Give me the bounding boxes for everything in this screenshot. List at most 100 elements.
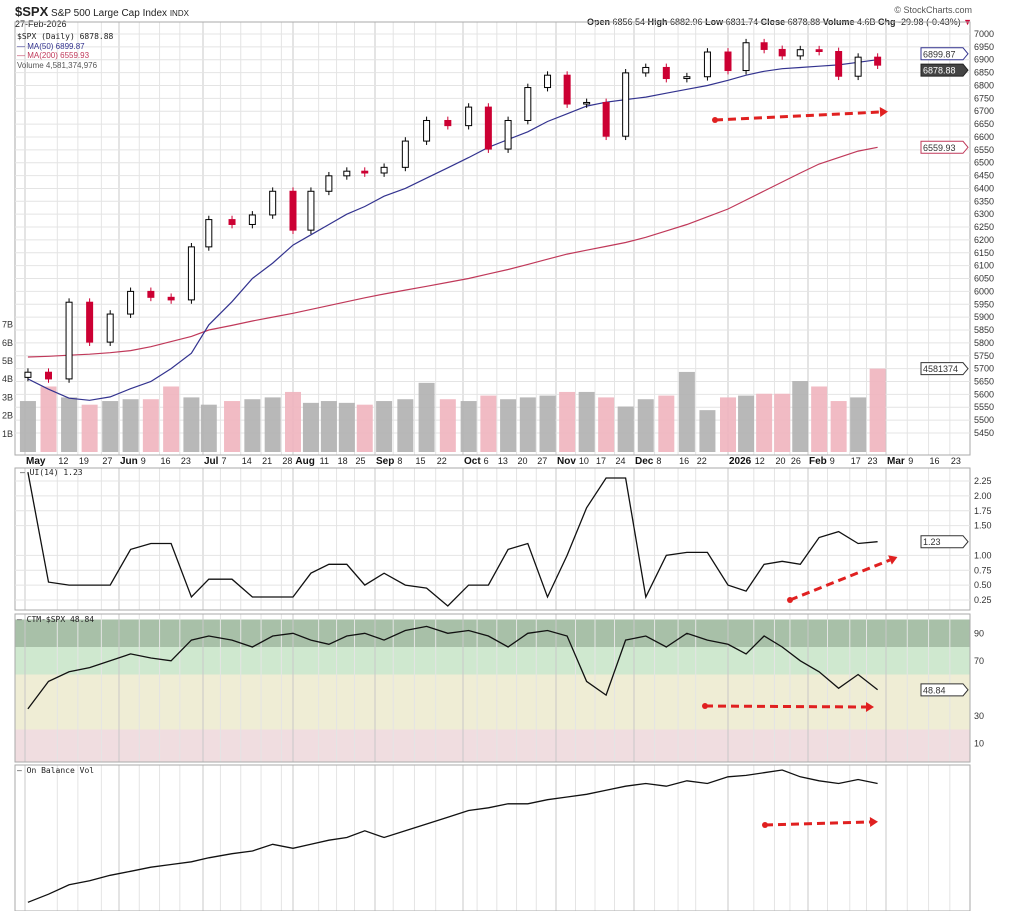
ctm-label-text: CTM-$SPX 48.84 xyxy=(26,615,95,624)
volume-tick-label: 5B xyxy=(2,356,13,366)
volume-bar xyxy=(338,402,355,452)
ctm-label: — CTM-$SPX 48.84 xyxy=(17,615,95,624)
volume-bar xyxy=(637,399,654,452)
volume-bar xyxy=(40,386,57,452)
ma200-tag: 6559.93 xyxy=(920,140,969,154)
arrow-dash xyxy=(764,820,871,827)
candle xyxy=(167,296,175,301)
volume-bar xyxy=(699,410,716,452)
x-axis-label: 19 xyxy=(79,456,89,466)
price-tick-label: 5950 xyxy=(974,299,994,309)
price-tick-label: 7000 xyxy=(974,29,994,39)
volume-bar xyxy=(869,368,886,452)
volume-bar xyxy=(578,391,595,452)
ma50-line xyxy=(27,59,878,401)
annotation-arrow xyxy=(787,555,898,603)
ui-label: — UI(14) 1.23 xyxy=(20,468,83,477)
ma50-tag: 6899.87 xyxy=(920,47,969,61)
ui-tick-label: 0.50 xyxy=(974,580,992,590)
x-axis-label: 28 xyxy=(282,456,292,466)
candle xyxy=(325,175,333,192)
ctm-tick-label: 10 xyxy=(974,738,984,748)
value-tag-text: 48.84 xyxy=(923,685,946,695)
volume-bar xyxy=(480,395,497,452)
volume-bar xyxy=(200,404,217,452)
price-tick-label: 6150 xyxy=(974,248,994,258)
x-axis-label: 22 xyxy=(697,456,707,466)
price-tick-label: 5800 xyxy=(974,338,994,348)
x-axis-label: 15 xyxy=(415,456,425,466)
annotation-arrow xyxy=(762,817,878,828)
ui-tick-label: 2.25 xyxy=(974,476,992,486)
price-tick-label: 6100 xyxy=(974,261,994,271)
volume-bar xyxy=(439,399,456,452)
x-axis-label: 8 xyxy=(656,456,661,466)
x-axis-label: 25 xyxy=(356,456,366,466)
candle xyxy=(760,42,768,50)
candle xyxy=(835,51,843,77)
legend-ma200-text: MA(200) 6559.93 xyxy=(27,51,90,60)
exchange: INDX xyxy=(169,9,189,18)
panel-frame xyxy=(14,613,971,763)
candle xyxy=(742,42,750,72)
ui-line xyxy=(27,471,878,607)
volume-bar xyxy=(397,399,414,452)
x-axis-label: 26 xyxy=(791,456,801,466)
legend-volume: Volume 4,581,374,976 xyxy=(17,60,98,70)
price-tick-label: 6750 xyxy=(974,93,994,103)
volume-bar xyxy=(356,404,373,452)
volume-tick-label: 7B xyxy=(2,320,13,330)
x-axis-label: 12 xyxy=(58,456,68,466)
volume-bar xyxy=(500,399,517,452)
x-axis-label: 9 xyxy=(141,456,146,466)
candle xyxy=(778,48,786,57)
value-tag-text: 6899.87 xyxy=(923,49,956,59)
price-tick-label: 6800 xyxy=(974,80,994,90)
ctm-tick-label: 70 xyxy=(974,656,984,666)
chart-title: $SPX S&P 500 Large Cap Index INDX xyxy=(15,4,189,19)
value-tag-shape xyxy=(920,63,969,77)
legend-ma200: — MA(200) 6559.93 xyxy=(17,51,90,60)
candle xyxy=(662,66,670,80)
x-axis-label: May xyxy=(26,456,46,467)
ctm-band xyxy=(15,729,970,762)
obv-label-text: On Balance Vol xyxy=(26,766,95,775)
x-axis-label: 6 xyxy=(484,456,489,466)
volume-bar xyxy=(598,397,615,452)
x-axis-label: Jul xyxy=(204,456,219,467)
candle xyxy=(796,49,804,57)
arrow-head xyxy=(888,555,898,565)
value-tag-shape xyxy=(920,140,969,154)
price-tick-label: 5850 xyxy=(974,325,994,335)
candle xyxy=(307,190,315,231)
candle xyxy=(874,56,882,66)
candle xyxy=(343,170,351,177)
volume-bar xyxy=(285,391,301,452)
candle xyxy=(524,87,532,121)
volume-bar xyxy=(774,393,791,452)
arrow-dash xyxy=(789,558,891,602)
price-tick-label: 6050 xyxy=(974,274,994,284)
price-tick-label: 5450 xyxy=(974,428,994,438)
legend-ma50-text: MA(50) 6899.87 xyxy=(27,41,85,51)
x-axis-label: 2026 xyxy=(729,456,752,467)
volume-bar xyxy=(264,397,281,452)
candle xyxy=(563,74,571,105)
volume-bar xyxy=(61,397,78,452)
x-axis-label: 8 xyxy=(397,456,402,466)
candle xyxy=(106,313,114,343)
price-tick-label: 6500 xyxy=(974,158,994,168)
volume-bar xyxy=(830,401,847,452)
ui-tick-label: 1.00 xyxy=(974,550,992,560)
candle xyxy=(187,246,195,301)
x-axis-label: Jun xyxy=(120,456,138,467)
ctm-tick-label: 30 xyxy=(974,711,984,721)
value-tag-text: 4581374 xyxy=(923,364,958,374)
volume-bar xyxy=(792,381,809,452)
candle xyxy=(583,101,591,105)
copyright: © StockCharts.com xyxy=(894,5,972,15)
value-tag-text: 1.23 xyxy=(923,537,941,547)
candle xyxy=(65,301,73,380)
ui-tick-label: 0.25 xyxy=(974,595,992,605)
x-axis-label: 13 xyxy=(498,456,508,466)
